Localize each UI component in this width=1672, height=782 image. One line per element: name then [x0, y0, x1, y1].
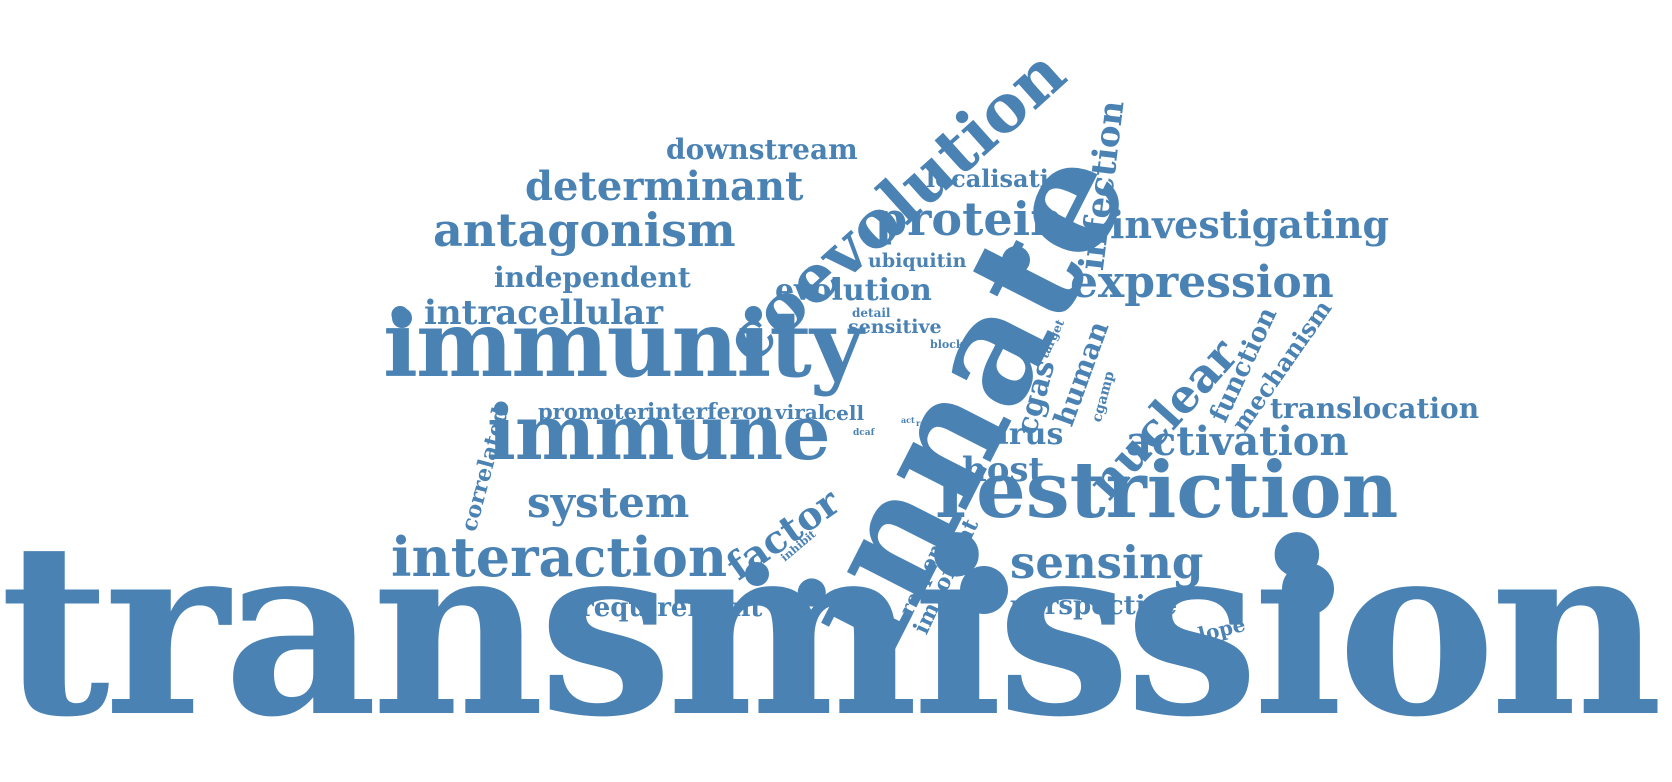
word-act: act [901, 415, 915, 425]
word-detail: detail [852, 306, 891, 320]
word-viral: viral [775, 400, 826, 424]
dot-3 [960, 566, 1008, 614]
word-investigating: investigating [1110, 202, 1390, 247]
word-ubiquitin: ubiquitin [868, 250, 967, 272]
word-activation: activation [1126, 418, 1349, 465]
dot-4 [1282, 563, 1334, 615]
word-translocation: translocation [1270, 392, 1480, 425]
word-evolution: evolution [775, 273, 932, 308]
word-determinant: determinant [525, 163, 804, 210]
word-requirement: requirement [580, 593, 763, 623]
word-transmission: transmission [0, 491, 1663, 770]
word-intracellular: intracellular [424, 293, 664, 333]
word-promoter: promoter [538, 399, 649, 424]
word-host: host [962, 450, 1045, 490]
word-sensing: sensing [1010, 536, 1204, 589]
word-localisation: localisation [926, 164, 1083, 193]
word-block: block [930, 338, 964, 351]
word-interferon: interferon [647, 399, 773, 425]
word-expression: expression [1070, 257, 1334, 308]
word-antagonism: antagonism [433, 203, 736, 257]
word-interaction: interaction [391, 525, 728, 589]
word-virus: virus [980, 417, 1064, 452]
word-restriction: restriction [935, 445, 1399, 536]
word-immune: immune [487, 388, 831, 477]
word-cell: cell [824, 401, 865, 425]
word-system: system [527, 478, 690, 527]
word-downstream: downstream [666, 133, 858, 166]
dot-2 [745, 562, 769, 586]
word-perspective: perspective [1010, 591, 1178, 621]
word-sensitive: sensitive [848, 316, 942, 338]
word-role: role [916, 418, 934, 428]
dot-5 [1002, 246, 1030, 274]
word-protein: protein [875, 192, 1064, 246]
dot-1 [392, 308, 412, 328]
word-independent: independent [494, 261, 691, 294]
word-immunity: immunity [383, 290, 863, 398]
word-dcaf: dcaf [853, 428, 875, 438]
